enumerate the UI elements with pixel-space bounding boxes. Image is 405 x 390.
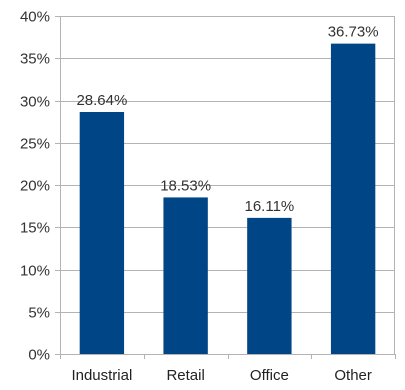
data-label: 18.53% — [160, 177, 211, 194]
data-labels: 28.64% 18.53% 16.11% 36.73% — [76, 24, 378, 215]
y-tick-label: 20% — [20, 178, 50, 195]
data-label: 16.11% — [244, 198, 294, 215]
x-category-labels: Industrial Retail Office Other — [71, 367, 371, 384]
x-category-label: Other — [334, 367, 372, 384]
y-tick-label: 5% — [28, 305, 50, 322]
x-category-label: Industrial — [71, 367, 132, 384]
y-tick-label: 35% — [20, 51, 50, 68]
y-tick-label: 30% — [20, 94, 50, 111]
x-category-label: Office — [250, 367, 289, 384]
y-tick-label: 40% — [20, 9, 50, 26]
bar — [330, 43, 376, 354]
data-label: 28.64% — [76, 92, 127, 109]
y-tick-label: 15% — [20, 220, 50, 237]
y-tick-labels: 0% 5% 10% 15% 20% 25% 30% 35% 40% — [20, 9, 50, 364]
y-tick-label: 25% — [20, 136, 50, 153]
bar — [163, 197, 208, 354]
axes — [55, 16, 396, 359]
x-category-label: Retail — [166, 367, 204, 384]
bars — [79, 43, 376, 354]
bar — [247, 217, 292, 354]
bar — [79, 111, 125, 354]
y-tick-label: 10% — [20, 263, 50, 280]
data-label: 36.73% — [328, 24, 379, 41]
y-tick-label: 0% — [28, 347, 50, 364]
